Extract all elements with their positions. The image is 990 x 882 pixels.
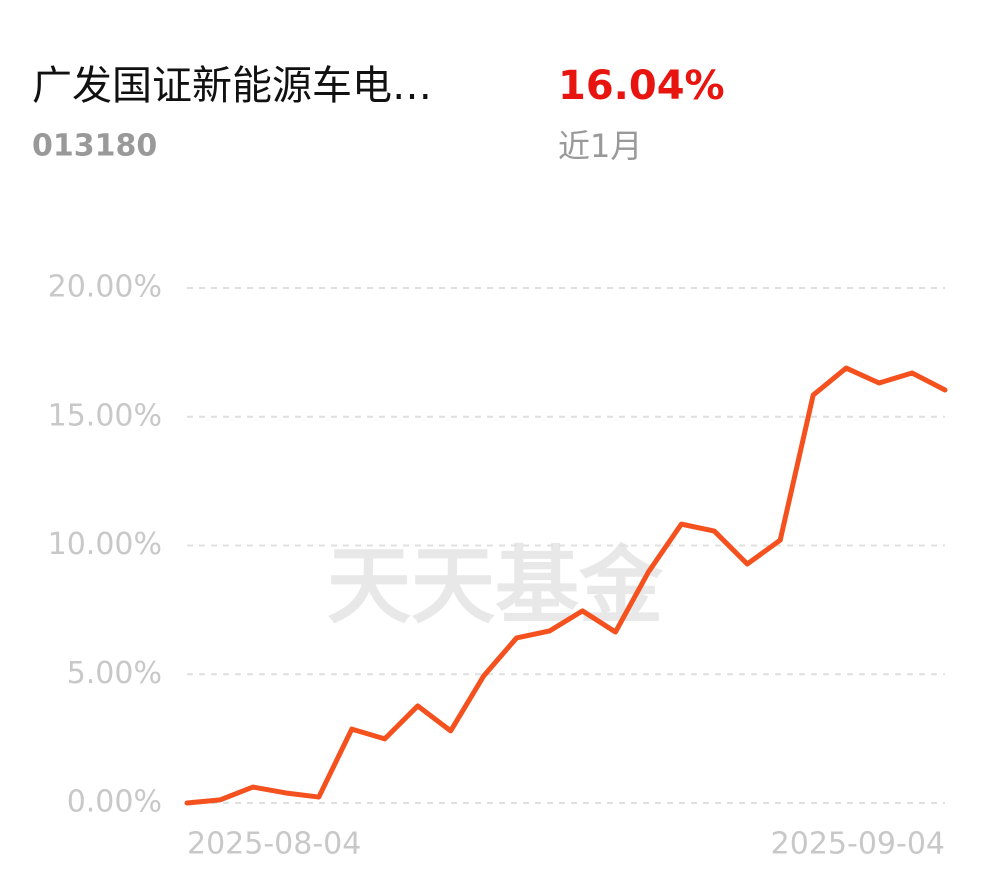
x-tick-label: 2025-08-04 <box>187 827 361 862</box>
y-tick-label: 15.00% <box>48 398 162 433</box>
return-value: 16.04% <box>558 63 725 109</box>
watermark: 天天基金 <box>327 537 664 635</box>
y-tick-label: 10.00% <box>48 527 162 562</box>
y-tick-label: 0.00% <box>67 785 162 820</box>
fund-name: 广发国证新能源车电… <box>32 63 432 109</box>
line-series <box>184 365 948 806</box>
period-label: 近1月 <box>558 127 642 165</box>
fund-code: 013180 <box>32 129 157 164</box>
y-tick-label: 20.00% <box>48 270 162 305</box>
x-tick-label: 2025-09-04 <box>771 827 945 862</box>
y-tick-label: 5.00% <box>67 656 162 691</box>
